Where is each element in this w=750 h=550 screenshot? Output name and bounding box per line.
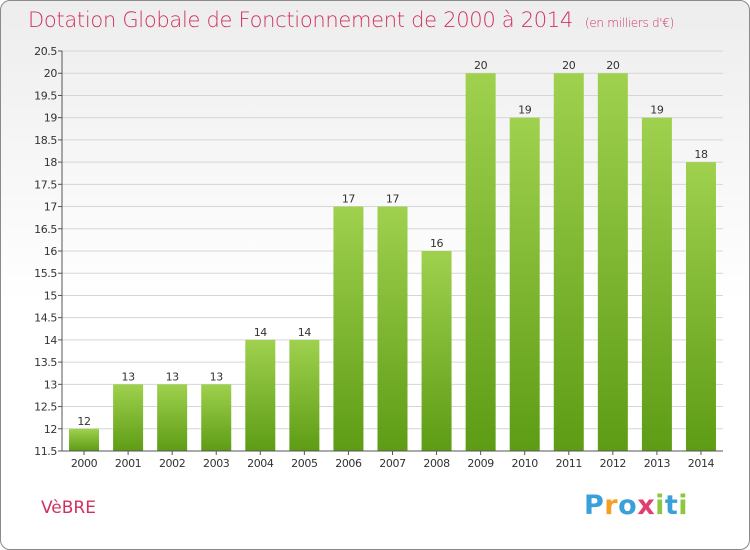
bar: [553, 73, 584, 451]
bar-value-label: 19: [650, 104, 664, 117]
y-tick-label: 14: [44, 334, 58, 347]
y-tick-label: 17.5: [34, 178, 57, 191]
y-tick-label: 18.5: [34, 134, 57, 147]
y-tick-label: 13.5: [34, 356, 57, 369]
y-tick-label: 13: [44, 378, 58, 391]
bar-value-label: 17: [386, 193, 400, 206]
x-tick-label: 2006: [335, 457, 362, 470]
bar: [465, 73, 496, 451]
bar-value-label: 20: [606, 59, 620, 72]
logo-letter: r: [604, 490, 619, 521]
x-tick-label: 2009: [467, 457, 494, 470]
bar-value-label: 14: [298, 326, 312, 339]
logo-letter: P: [584, 490, 605, 521]
x-tick-label: 2004: [247, 457, 274, 470]
y-tick-label: 16: [44, 245, 58, 258]
commune-name: VèBRE: [41, 498, 96, 518]
logo-letter: i: [678, 490, 689, 521]
bar-value-label: 12: [77, 415, 90, 428]
bar: [289, 339, 320, 451]
y-tick-label: 14.5: [34, 312, 57, 325]
y-tick-label: 12.5: [34, 401, 57, 414]
value-labels: 12 13 13 13 14 14 17 17 16 20 19 20 20 19 18: [77, 59, 708, 428]
chart-title-text: Dotation Globale de Fonctionnement de 20…: [28, 8, 573, 32]
x-tick-label: 2002: [159, 457, 185, 470]
bars: [69, 73, 716, 452]
x-tick-label: 2008: [423, 457, 450, 470]
chart-subtitle: (en milliers d'€): [584, 16, 674, 30]
bar: [421, 251, 452, 451]
logo-letter: o: [618, 490, 638, 521]
bar: [201, 384, 232, 451]
bar-value-label: 13: [210, 370, 224, 383]
bar: [245, 339, 276, 451]
y-tick-label: 18: [44, 156, 58, 169]
bar: [641, 117, 672, 452]
x-tick-label: 2014: [688, 457, 715, 470]
bar: [69, 428, 100, 451]
logo-letter: i: [655, 490, 665, 521]
bar-value-label: 13: [121, 370, 135, 383]
bar: [509, 117, 540, 452]
y-tick-label: 19: [44, 112, 58, 125]
bar: [597, 73, 628, 451]
bar-value-label: 20: [474, 59, 488, 72]
y-tick-label: 20: [44, 67, 58, 80]
y-tick-label: 15.5: [34, 267, 57, 280]
x-tick-label: 2003: [203, 457, 230, 470]
bar: [113, 384, 144, 451]
y-tick-label: 20.5: [34, 45, 57, 58]
chart-title: Dotation Globale de Fonctionnement de 20…: [28, 8, 674, 32]
x-tick-label: 2013: [644, 457, 671, 470]
y-tick-label: 16.5: [34, 223, 57, 236]
bar-value-label: 19: [518, 104, 532, 117]
x-tick-label: 2010: [511, 457, 538, 470]
bar-value-label: 13: [166, 370, 180, 383]
bar-value-label: 18: [694, 148, 708, 161]
logo-letter: t: [664, 490, 679, 521]
bar: [685, 162, 716, 451]
y-tick-label: 19.5: [34, 89, 57, 102]
bar: [157, 384, 188, 451]
x-tick-label: 2005: [291, 457, 318, 470]
x-tick-label: 2011: [556, 457, 582, 470]
bar: [377, 206, 408, 451]
proxiti-logo[interactable]: Proxiti: [584, 490, 688, 521]
bar-value-label: 20: [562, 59, 576, 72]
y-tick-label: 12: [44, 423, 57, 436]
bar-value-label: 17: [342, 193, 356, 206]
bar-value-label: 14: [254, 326, 268, 339]
axes: 11.5 12 12.5 13 13.5 14 14.5 15 15.5 16 16.5 17 17.5…: [34, 45, 723, 470]
x-tick-label: 2007: [379, 457, 406, 470]
bar-value-label: 16: [430, 237, 444, 250]
x-tick-label: 2012: [600, 457, 626, 470]
y-tick-label: 17: [44, 201, 58, 214]
bar: [333, 206, 364, 451]
x-tick-label: 2001: [115, 457, 141, 470]
y-tick-label: 11.5: [34, 445, 57, 458]
y-tick-label: 15: [44, 289, 58, 302]
x-tick-label: 2000: [71, 457, 98, 470]
logo-letter: x: [637, 490, 656, 521]
